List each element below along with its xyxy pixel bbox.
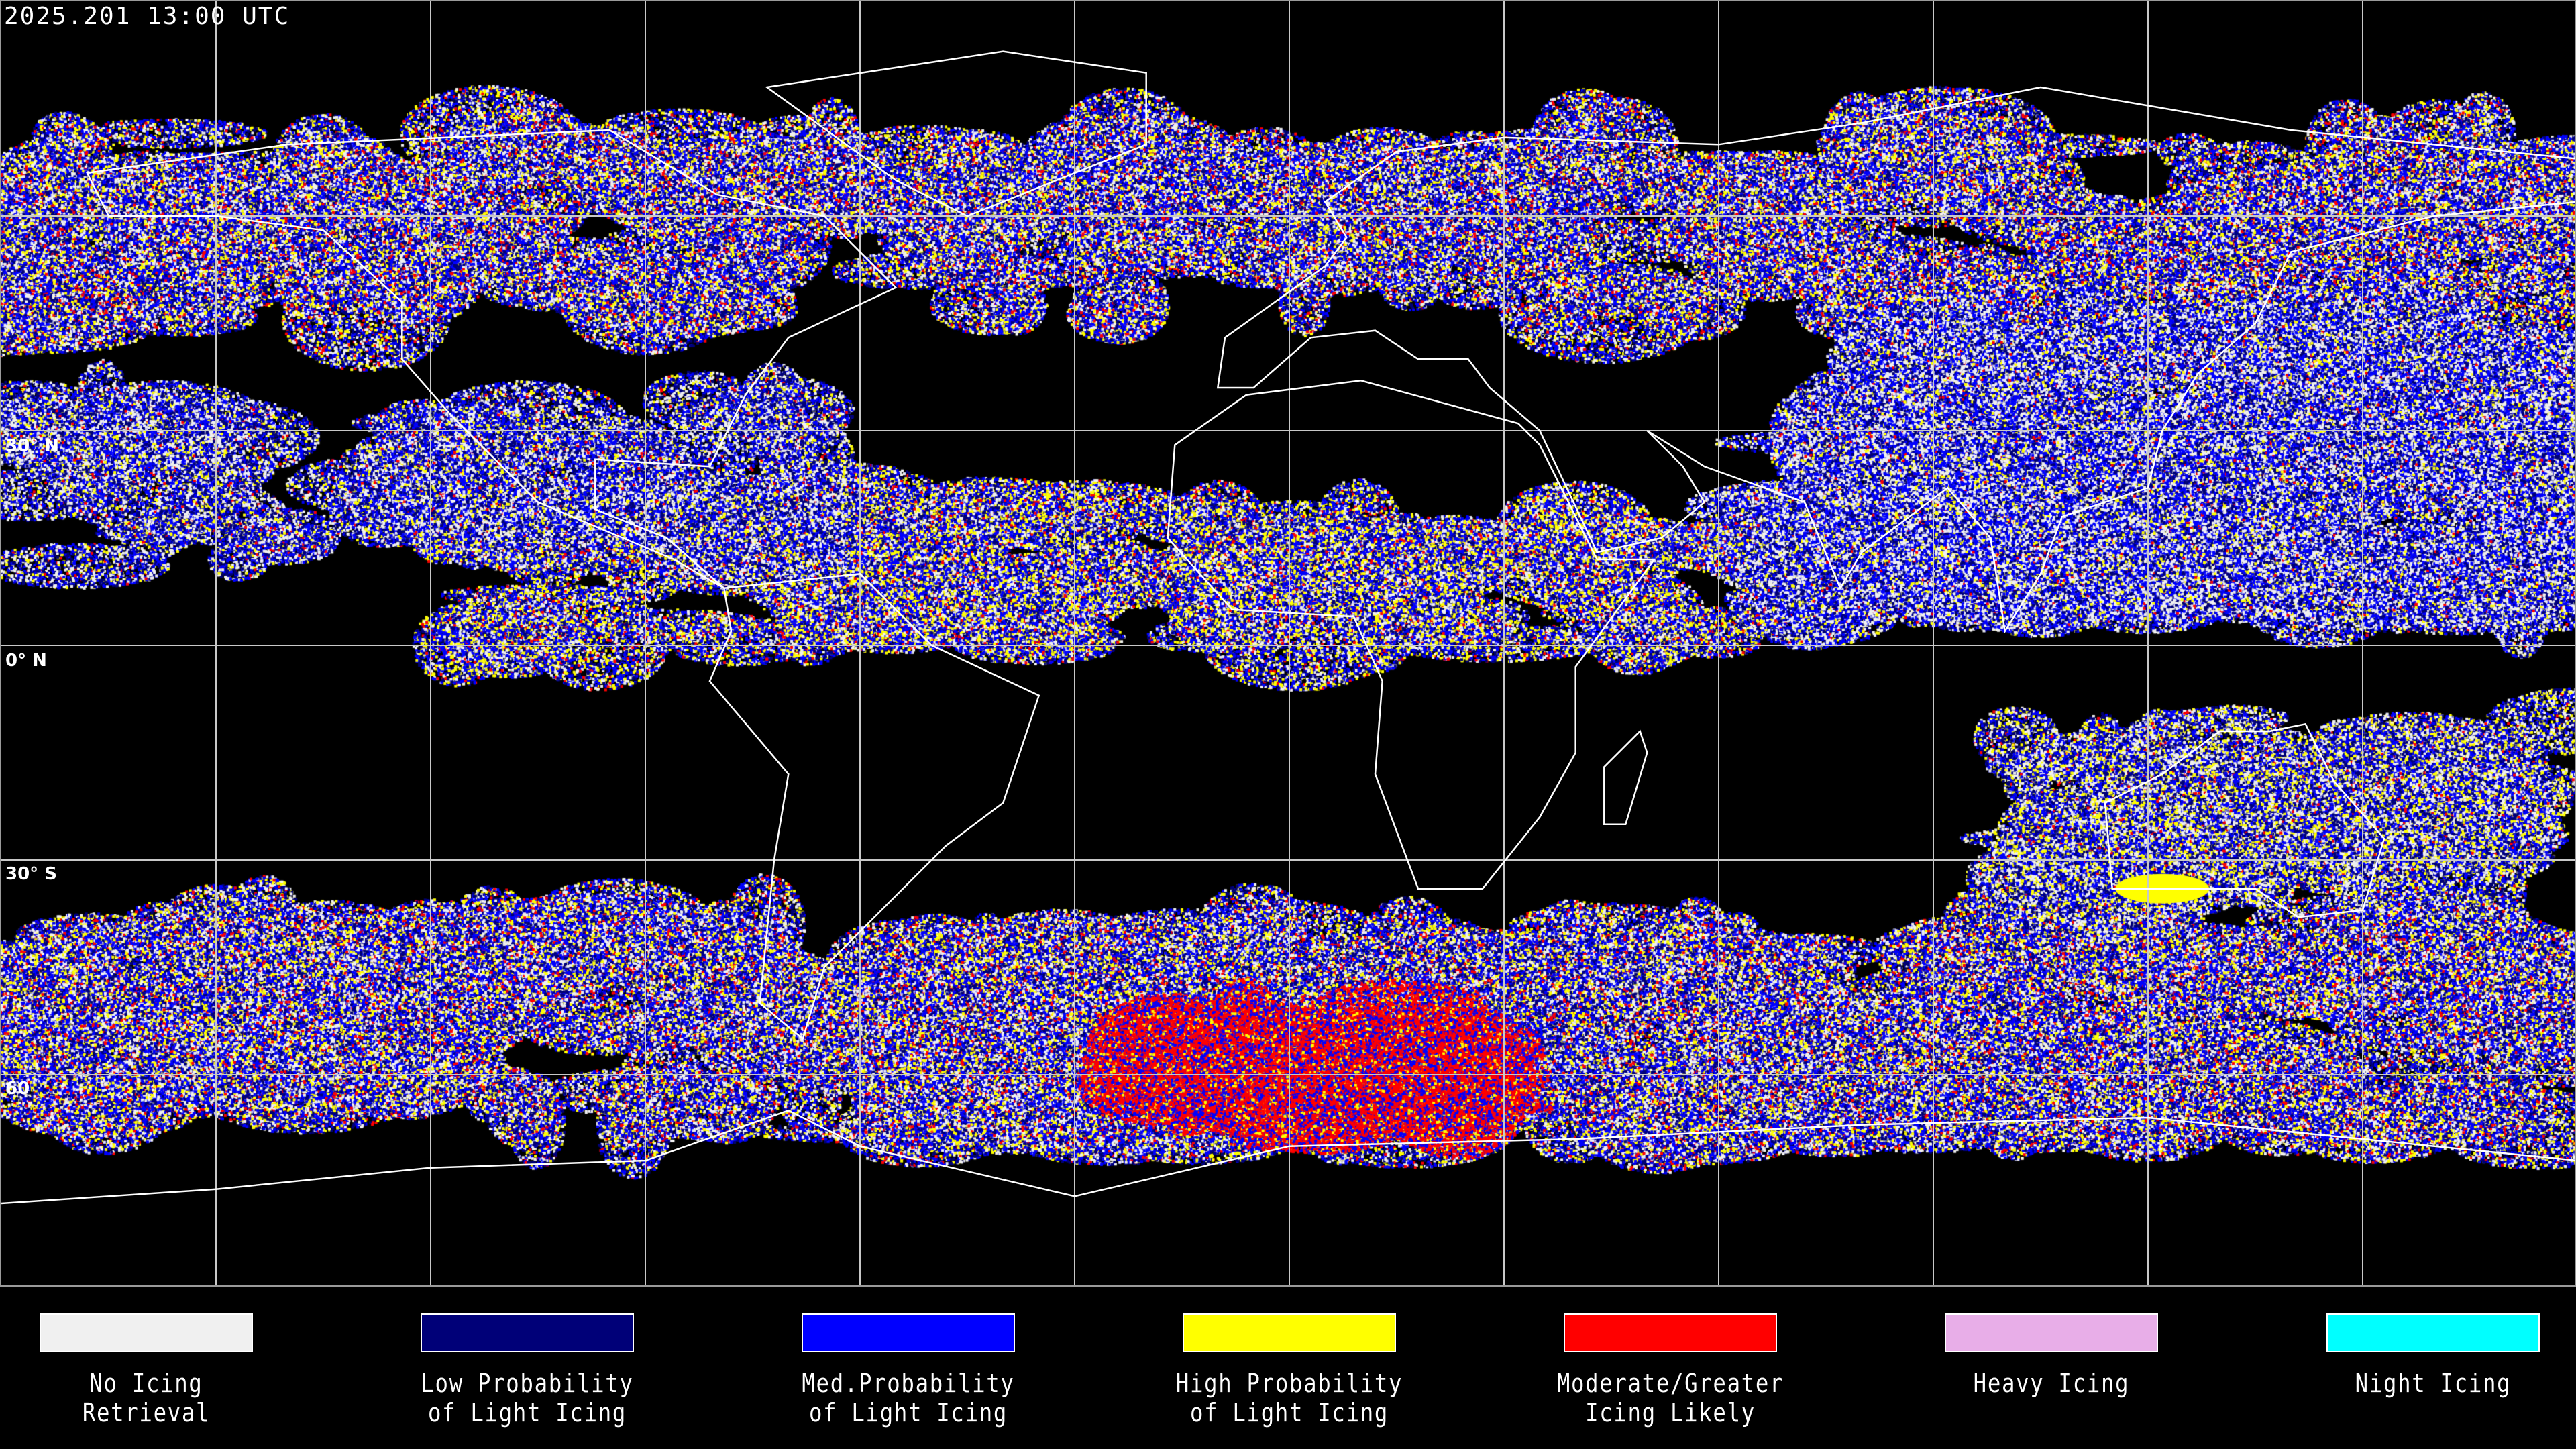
icing-map: 2025.201 13:00 UTC 30° N 0° N 30° S 60: [0, 0, 2576, 1287]
legend-item-med-probability: Med.Probability of Light Icing: [774, 1313, 1042, 1428]
legend-label: Med.Probability of Light Icing: [802, 1368, 1015, 1428]
legend-label: Night Icing: [2355, 1368, 2512, 1398]
legend-swatch: [1564, 1313, 1777, 1352]
coastline-north-america: [86, 129, 898, 589]
coastline-greenland: [765, 50, 1147, 217]
coastline-south-america: [708, 572, 1040, 1040]
lat-label-30s: 30° S: [5, 864, 57, 884]
legend-label: No Icing Retrieval: [82, 1368, 211, 1428]
legend-item-low-probability: Low Probability of Light Icing: [393, 1313, 661, 1428]
legend-swatch: [1183, 1313, 1396, 1352]
legend-item-heavy-icing: Heavy Icing: [1917, 1313, 2186, 1398]
coastline-australia: [2104, 722, 2385, 918]
map-overlay: [1, 1, 2575, 1285]
legend-label: Moderate/Greater Icing Likely: [1556, 1368, 1784, 1428]
coastline-africa: [1167, 380, 1656, 890]
coastline-eurasia: [1216, 86, 2575, 634]
coastline-madagascar: [1603, 729, 1648, 825]
legend-swatch: [40, 1313, 253, 1352]
legend-item-no-icing: No Icing Retrieval: [12, 1313, 280, 1428]
legend-swatch: [1945, 1313, 2158, 1352]
legend-swatch: [802, 1313, 1015, 1352]
coastline-antarctica: [1, 1109, 2575, 1205]
lat-label-30n: 30° N: [5, 436, 59, 456]
legend-item-night-icing: Night Icing: [2299, 1313, 2567, 1398]
legend-label: Low Probability of Light Icing: [421, 1368, 634, 1428]
timestamp: 2025.201 13:00 UTC: [4, 3, 290, 30]
legend-item-high-probability: High Probability of Light Icing: [1155, 1313, 1424, 1428]
lat-label-0n: 0° N: [5, 651, 47, 671]
legend-item-moderate-greater: Moderate/Greater Icing Likely: [1536, 1313, 1805, 1428]
legend-label: High Probability of Light Icing: [1175, 1368, 1403, 1428]
lat-label-60s: 60: [5, 1079, 30, 1099]
legend-swatch: [421, 1313, 634, 1352]
legend: No Icing Retrieval Low Probability of Li…: [0, 1287, 2576, 1449]
legend-swatch: [2326, 1313, 2540, 1352]
legend-label: Heavy Icing: [1973, 1368, 2130, 1398]
